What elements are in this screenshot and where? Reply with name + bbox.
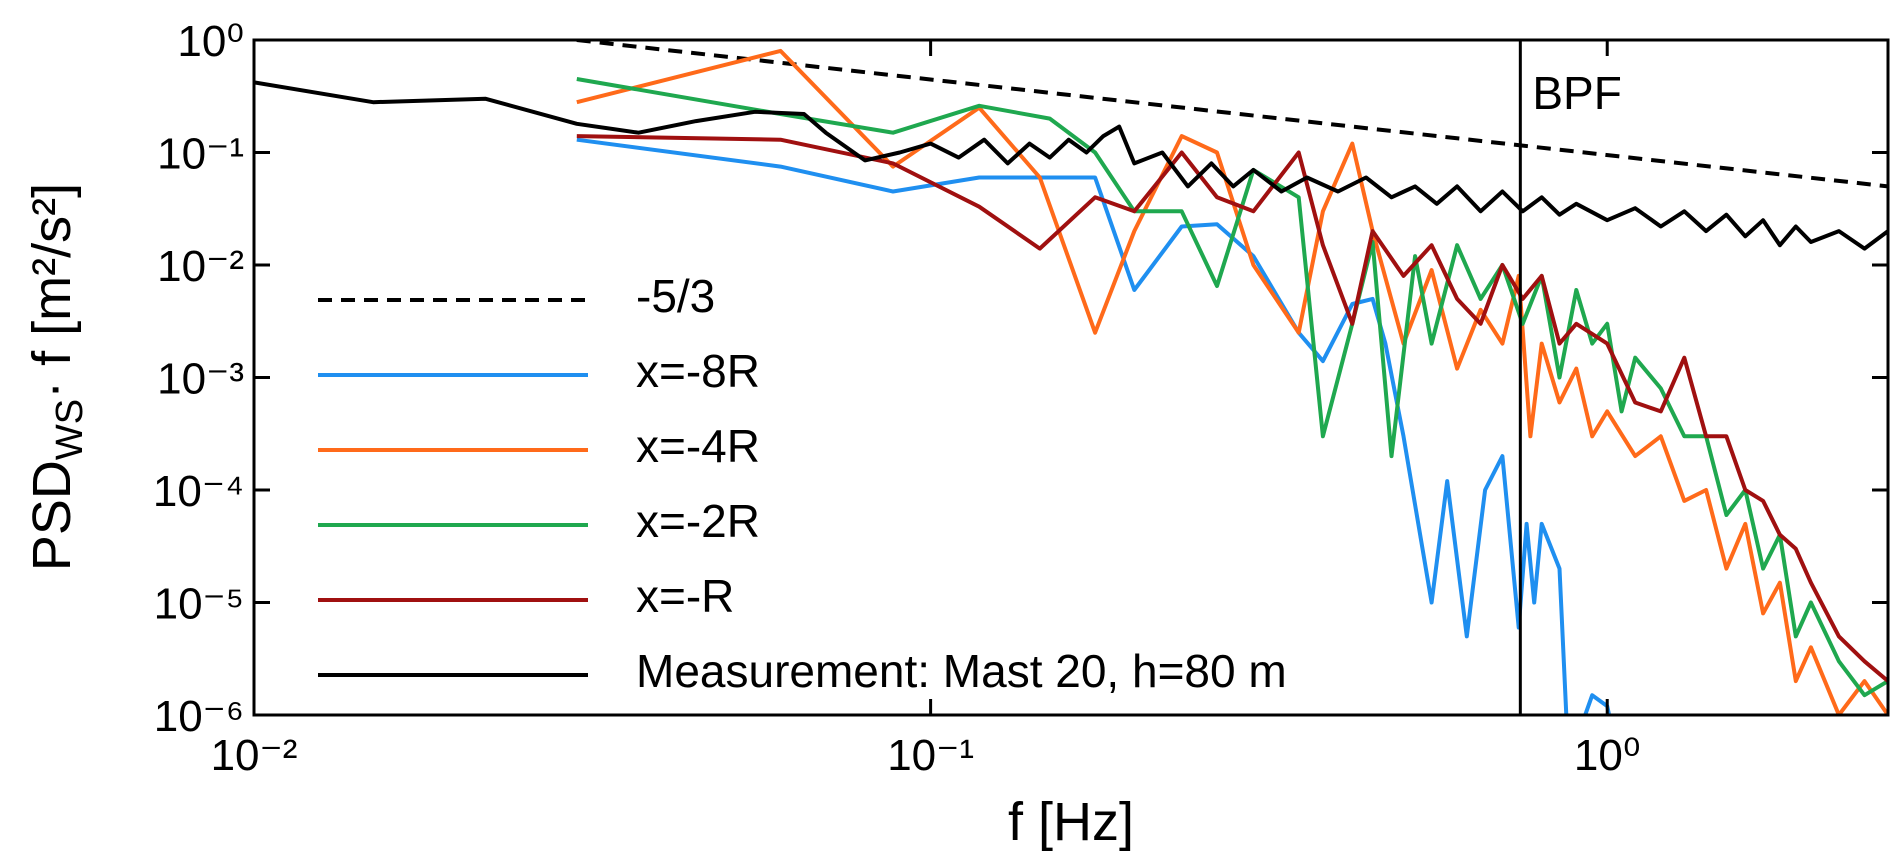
legend-label: -5/3 <box>636 270 715 322</box>
y-tick-label: 10⁻⁴ <box>153 467 244 516</box>
y-tick-label: 10⁻² <box>157 242 244 291</box>
y-tick-label: 10⁻¹ <box>157 130 244 179</box>
series-line <box>576 48 1888 715</box>
y-tick-label: 10⁻⁶ <box>154 692 244 741</box>
y-label-sub: WS <box>49 399 91 460</box>
y-tick-label: 10⁰ <box>177 17 244 66</box>
plot-area <box>254 40 1888 715</box>
y-label-main: PSD <box>22 460 82 571</box>
y-label-rest: · f [m²/s²] <box>22 183 82 399</box>
y-axis-label: PSDWS· f [m²/s²] <box>22 183 91 571</box>
series-line <box>576 134 1888 683</box>
y-tick-label: 10⁻³ <box>157 355 244 404</box>
x-axis-label: f [Hz] <box>1008 792 1134 852</box>
x-tick-label: 10⁰ <box>1574 731 1641 780</box>
legend-label: x=-4R <box>636 420 760 472</box>
series-line <box>576 137 1612 715</box>
y-tick-label: 10⁻⁵ <box>154 580 244 629</box>
x-tick-label: 10⁻² <box>211 731 298 780</box>
x-tick-label: 10⁻¹ <box>887 731 974 780</box>
series-line <box>254 80 1888 251</box>
vline-label: BPF <box>1532 67 1621 119</box>
legend-label: x=-R <box>636 570 734 622</box>
series-line <box>576 77 1888 698</box>
legend-label: x=-8R <box>636 345 760 397</box>
legend-label: Measurement: Mast 20, h=80 m <box>636 645 1287 697</box>
legend-label: x=-2R <box>636 495 760 547</box>
